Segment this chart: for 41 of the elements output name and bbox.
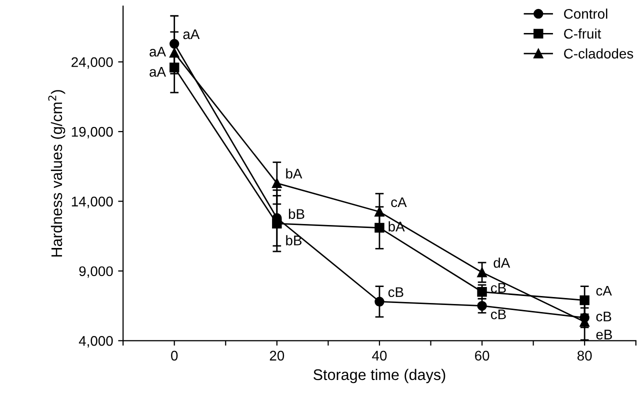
annotation: aA: [150, 67, 166, 77]
point: [580, 295, 590, 306]
y-tick-label: 14,000: [72, 196, 113, 208]
annotation: dA: [494, 258, 510, 268]
annotation: cA: [596, 286, 612, 296]
annotation: cB: [596, 312, 612, 322]
y-tick-label: 9,000: [79, 266, 113, 278]
point: [374, 206, 384, 217]
y-tick-label: 19,000: [72, 126, 113, 138]
x-tick-label: 40: [372, 350, 387, 361]
annotation: aA: [150, 46, 166, 57]
annotation: bA: [286, 168, 302, 179]
annotation: aA: [183, 29, 200, 40]
x-tick-label: 20: [270, 350, 284, 361]
point: [374, 296, 384, 307]
annotation: eB: [596, 330, 612, 340]
point: [272, 178, 282, 188]
y-tick-label: 4,000: [78, 336, 113, 348]
x-axis-title: Storage time (days): [314, 368, 446, 384]
annotation: bB: [288, 208, 304, 219]
annotation: bB: [286, 235, 302, 246]
y-tick-label: 24,000: [72, 57, 113, 69]
point: [169, 48, 180, 58]
point: [477, 268, 487, 278]
point: [169, 62, 180, 72]
annotation: cB: [490, 310, 506, 320]
x-tick-label: 80: [577, 350, 592, 361]
annotation: cB: [490, 283, 506, 293]
annotation: cA: [391, 197, 407, 208]
legend-label: C-fruit: [564, 28, 602, 39]
legend-label: Control: [564, 8, 608, 19]
annotation: cB: [388, 287, 404, 298]
x-tick-label: 60: [475, 350, 490, 361]
point: [272, 218, 282, 228]
legend-label: C-cladodes: [564, 48, 634, 59]
annotation: bA: [388, 221, 405, 232]
x-tick-label: 0: [171, 350, 178, 361]
point: [477, 287, 487, 297]
point: [169, 38, 180, 49]
point: [374, 222, 384, 233]
y-axis-title: Hardness values (g/cm$^{2}$): [48, 90, 66, 257]
